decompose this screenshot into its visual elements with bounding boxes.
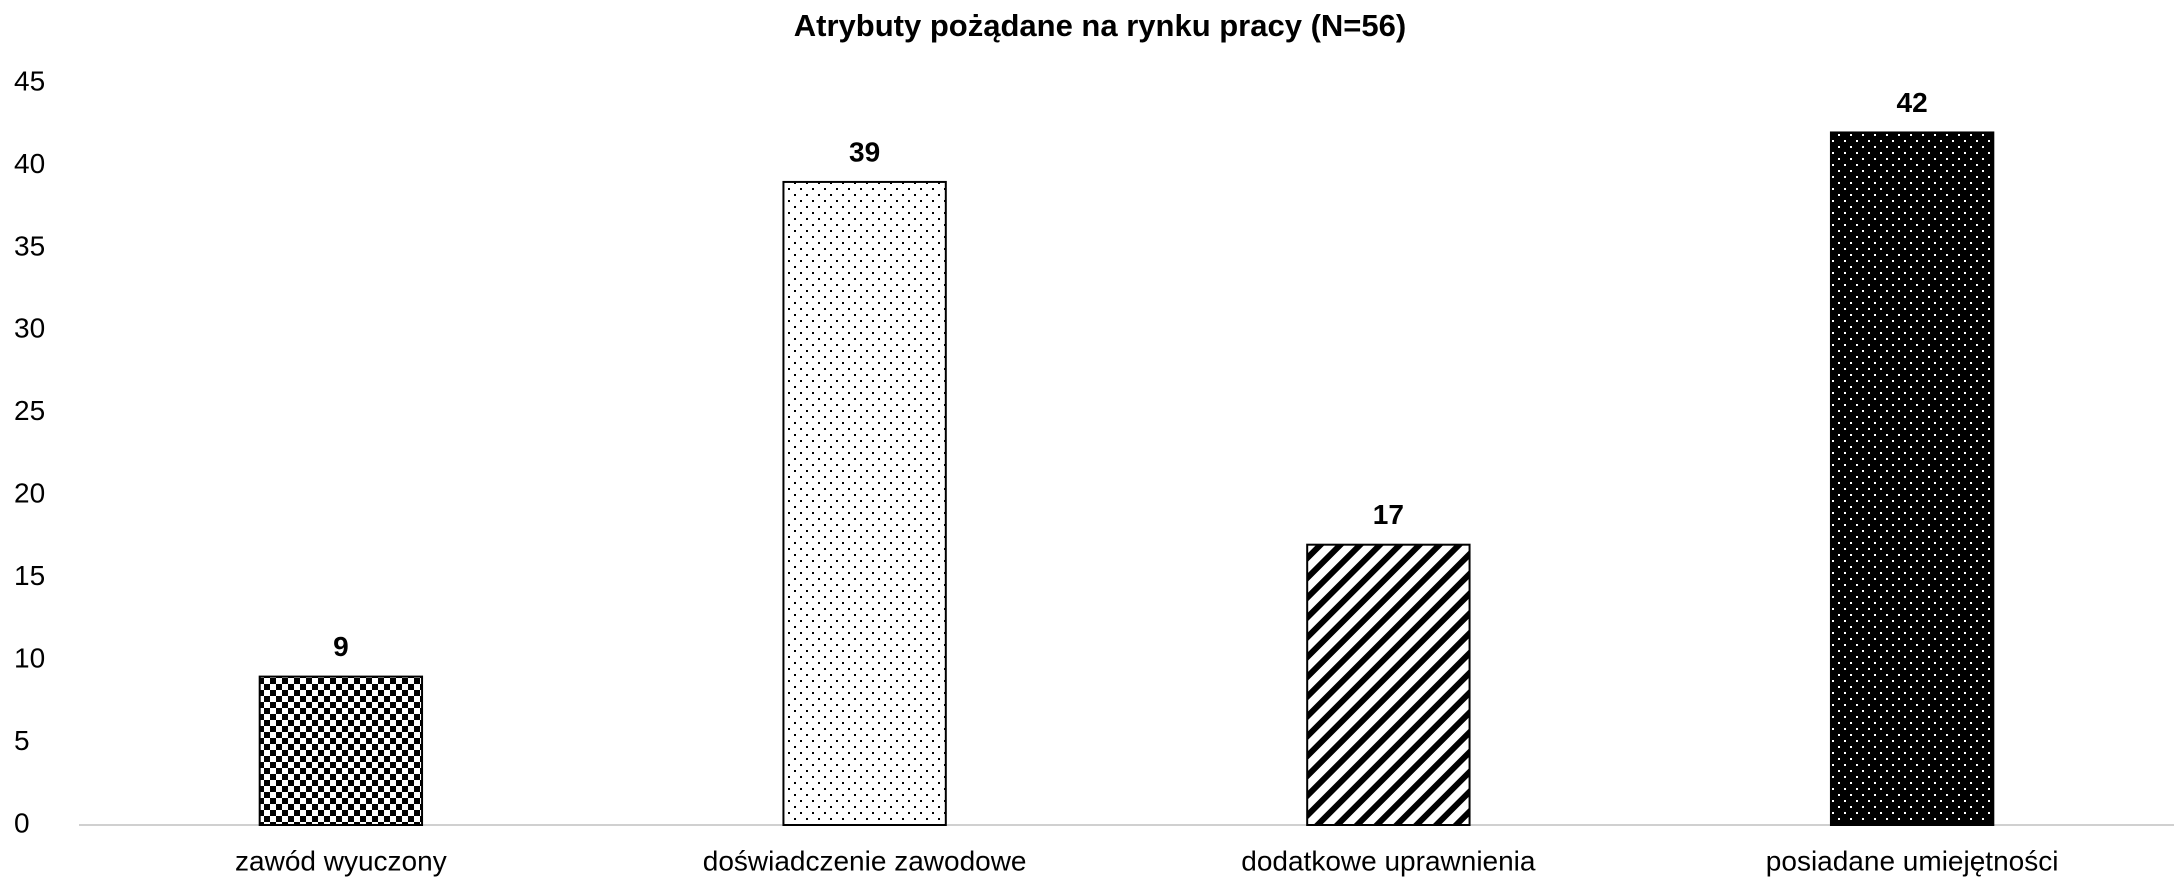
value-label: 39 bbox=[849, 136, 880, 167]
value-label: 17 bbox=[1373, 499, 1404, 530]
bar bbox=[782, 180, 947, 826]
value-label: 9 bbox=[333, 631, 349, 662]
x-tick-label: posiadane umiejętności bbox=[1766, 845, 2059, 876]
y-tick-label: 0 bbox=[14, 807, 30, 838]
y-tick-label: 25 bbox=[14, 395, 45, 426]
chart-title: Atrybuty pożądane na rynku pracy (N=56) bbox=[794, 8, 1406, 43]
y-tick-label: 10 bbox=[14, 643, 45, 674]
x-tick-label: doświadczenie zawodowe bbox=[703, 845, 1027, 876]
bar bbox=[1829, 131, 1995, 826]
y-tick-label: 30 bbox=[14, 313, 45, 344]
bar bbox=[1306, 543, 1471, 826]
x-tick-label: zawód wyuczony bbox=[235, 845, 447, 876]
y-tick-label: 45 bbox=[14, 65, 45, 96]
y-tick-label: 35 bbox=[14, 230, 45, 261]
bar bbox=[258, 675, 424, 826]
y-tick-label: 15 bbox=[14, 560, 45, 591]
y-tick-label: 5 bbox=[14, 725, 30, 756]
y-tick-label: 40 bbox=[14, 148, 45, 179]
value-label: 42 bbox=[1897, 87, 1928, 118]
x-tick-label: dodatkowe uprawnienia bbox=[1241, 845, 1536, 876]
y-tick-label: 20 bbox=[14, 478, 45, 509]
